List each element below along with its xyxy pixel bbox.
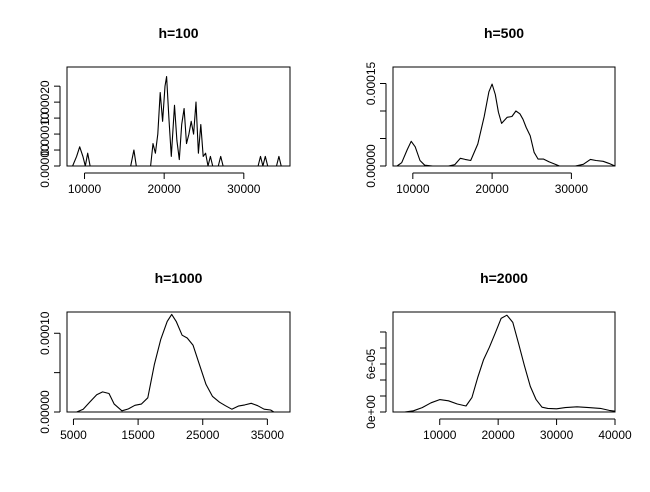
x-tick-label: 10000 [68, 182, 102, 196]
x-tick-label: 5000 [60, 428, 87, 442]
x-tick-label: 20000 [475, 182, 509, 196]
x-tick-label: 35000 [251, 428, 285, 442]
y-tick-label: 6e-05 [364, 348, 378, 379]
plot-frame [392, 66, 616, 167]
density-curve [76, 313, 275, 413]
plot-frame [66, 66, 291, 167]
y-tick-label: 0.00015 [364, 61, 378, 105]
y-tick-label: 0.00010 [38, 112, 52, 156]
x-tick-label: 10000 [423, 428, 457, 442]
x-tick-label: 30000 [555, 182, 589, 196]
panel-1: h=100 10000 20000 30000 0.000000.000100.0002… [38, 25, 291, 196]
plot-frame [66, 311, 291, 413]
x-tick-label: 25000 [186, 428, 220, 442]
chart-title: h=1000 [155, 270, 203, 286]
chart-title: h=100 [158, 25, 198, 41]
x-tick-label: 30000 [540, 428, 574, 442]
x-tick-label: 40000 [598, 428, 632, 442]
x-tick-label: 15000 [121, 428, 155, 442]
panel-3: h=1000 5000 15000 25000 35000 0.00000 0.00010 [38, 270, 291, 442]
chart-title: h=500 [484, 25, 524, 41]
x-tick-label: 20000 [481, 428, 515, 442]
plot-frame [392, 311, 616, 413]
chart-title: h=2000 [480, 270, 528, 286]
x-tick-label: 30000 [227, 182, 261, 196]
y-tick-label: 0.00000 [38, 390, 52, 434]
y-tick-label: 0.00000 [38, 144, 52, 188]
y-tick-label: 0.00010 [38, 311, 52, 355]
density-curve [398, 314, 616, 413]
density-curve [396, 83, 616, 167]
panel-2: h=500 10000 20000 30000 0.00000 0.00015 [364, 25, 616, 196]
density-curve [72, 76, 282, 167]
y-tick-label: 0e+00 [364, 395, 378, 429]
y-tick-label: 0.00000 [364, 144, 378, 188]
x-tick-label: 10000 [396, 182, 430, 196]
panel-4: h=2000 10000 20000 30000 40000 0e+00 6e-05 [364, 270, 632, 442]
y-tick-label: 0.00020 [38, 80, 52, 124]
x-tick-label: 20000 [147, 182, 181, 196]
